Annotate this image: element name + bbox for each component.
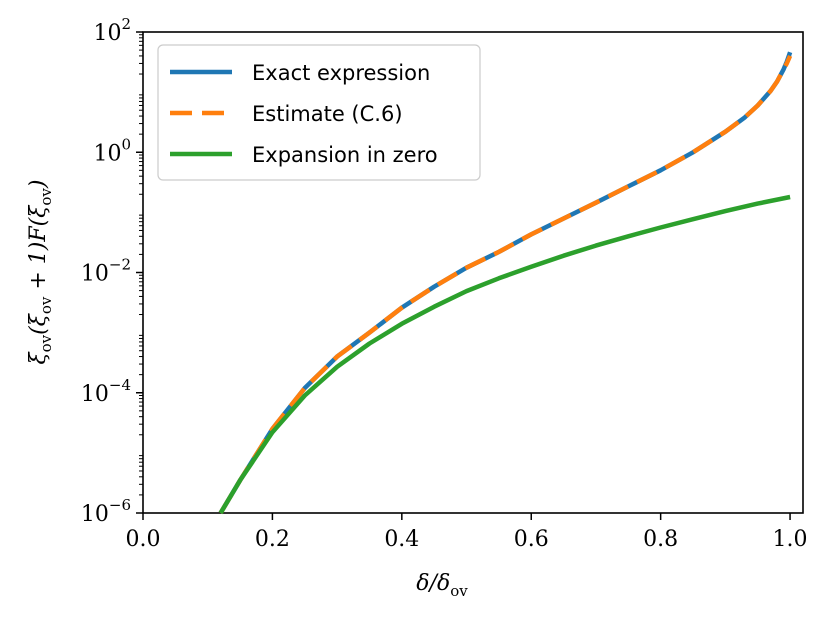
x-tick-label: 0.2 xyxy=(255,527,290,552)
y-tick-label: 10−2 xyxy=(81,256,131,287)
x-tick-label: 0.4 xyxy=(384,527,419,552)
svg-text:ξov(ξov + 1)F(ξov): ξov(ξov + 1)F(ξov) xyxy=(26,180,55,365)
y-axis: 10−6 10−4 10−2 100 102 xyxy=(81,15,143,527)
y-tick-label: 10−6 xyxy=(81,496,131,527)
x-tick-label: 0.8 xyxy=(643,527,678,552)
y-tick-label: 100 xyxy=(93,135,131,166)
x-axis: 0.0 0.2 0.4 0.6 0.8 1.0 xyxy=(126,513,808,552)
y-tick-label: 102 xyxy=(93,15,131,46)
x-tick-label: 0.6 xyxy=(514,527,549,552)
y-axis-label: ξov(ξov + 1)F(ξov) xyxy=(26,180,55,365)
x-tick-label: 1.0 xyxy=(773,527,808,552)
legend: Exact expression Estimate (C.6) Expansion … xyxy=(157,44,481,181)
x-tick-label: 0.0 xyxy=(126,527,161,552)
legend-label: Estimate (C.6) xyxy=(252,102,403,126)
y-tick-label: 10−4 xyxy=(81,376,131,407)
legend-label: Expansion in zero xyxy=(252,143,438,167)
legend-label: Exact expression xyxy=(252,61,430,85)
series-layer xyxy=(218,51,793,515)
series-line-expansion-in-zero xyxy=(218,194,791,515)
series-line-estimate-c-6 xyxy=(218,54,793,515)
legend-box xyxy=(157,44,481,181)
x-axis-label: δ/δov xyxy=(416,571,468,600)
